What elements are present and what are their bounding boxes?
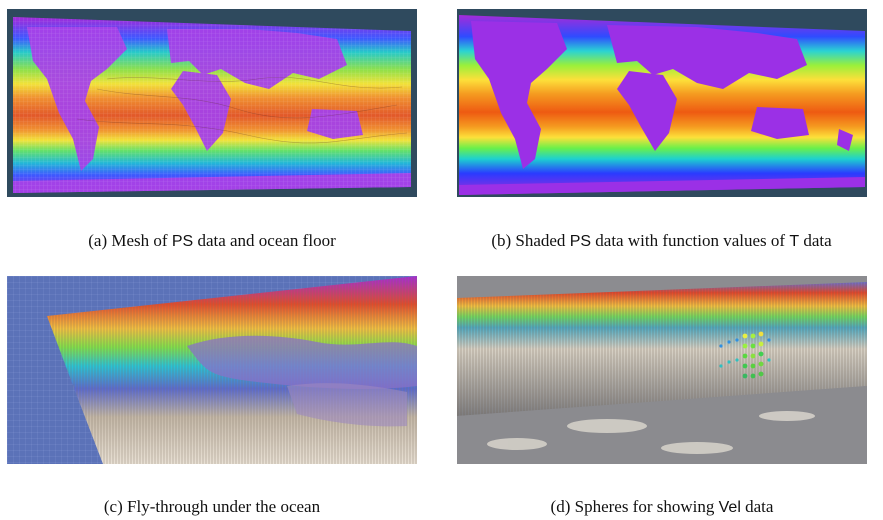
caption-b-variable-2: T — [789, 233, 800, 250]
caption-d-label: (d) — [550, 497, 571, 516]
caption-c: (c) Fly-through under the ocean — [7, 497, 417, 517]
panel-d-image — [457, 276, 867, 464]
panel-b-image — [457, 9, 867, 197]
caption-d-text-1: Spheres for showing — [570, 497, 719, 516]
caption-c-label: (c) — [103, 497, 123, 516]
ocean-mesh-map — [7, 9, 417, 197]
caption-d-variable: Vel — [718, 499, 741, 516]
caption-b-label: (b) — [491, 231, 512, 250]
caption-a-label: (a) — [88, 231, 108, 250]
shaded-temperature-map — [457, 9, 867, 197]
panel-c-image — [7, 276, 417, 464]
caption-b-text-2: data with function values of — [591, 231, 790, 250]
caption-a: (a) Mesh of PS data and ocean floor — [7, 231, 417, 252]
caption-b-text-3: data — [799, 231, 832, 250]
caption-d-text-2: data — [740, 497, 774, 516]
panel-a-image — [7, 9, 417, 197]
caption-c-text: Fly-through under the ocean — [122, 497, 321, 516]
fly-through-3d-view — [7, 276, 417, 464]
caption-a-text-2: data and ocean floor — [193, 231, 336, 250]
caption-a-text-1: Mesh of — [107, 231, 172, 250]
velocity-spheres-3d-view — [457, 276, 867, 464]
caption-b-variable-1: PS — [569, 233, 592, 250]
caption-b: (b) Shaded PS data with function values … — [440, 231, 883, 252]
velocity-spheres — [719, 331, 771, 379]
caption-b-text-1: Shaded — [511, 231, 570, 250]
caption-d: (d) Spheres for showing Vel data — [457, 497, 867, 518]
caption-a-variable: PS — [171, 233, 194, 250]
